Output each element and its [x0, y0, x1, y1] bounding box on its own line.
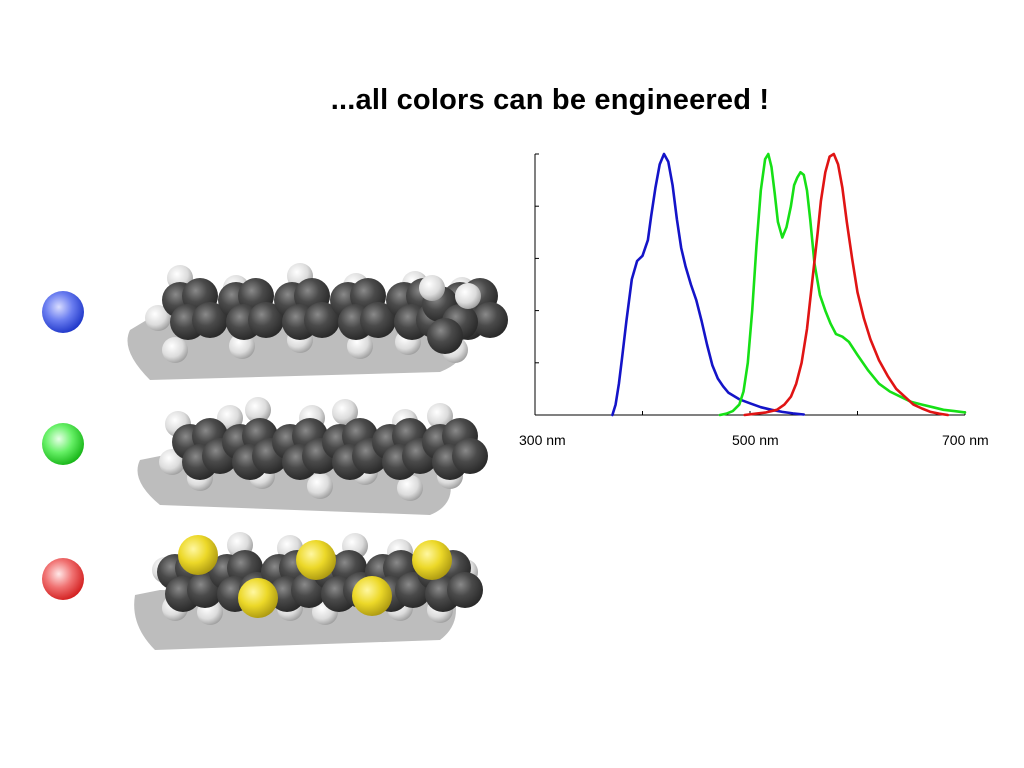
- blue-emitter-molecule: [127, 263, 508, 380]
- x-tick-label: 700 nm: [942, 432, 989, 448]
- sulfur-atom: [296, 540, 336, 580]
- series-line-0: [611, 152, 806, 417]
- blue-emission-dot: [42, 291, 84, 333]
- carbon-atom: [427, 318, 463, 354]
- series-line-1: [718, 152, 967, 417]
- hydrogen-atom: [419, 275, 445, 301]
- x-tick-labels: 300 nm 500 nm 700 nm: [519, 432, 989, 448]
- carbon-atom: [248, 302, 284, 338]
- hydrogen-atom: [162, 337, 188, 363]
- chart-axes: [534, 153, 966, 416]
- carbon-atom: [192, 302, 228, 338]
- x-tick-label: 500 nm: [732, 432, 779, 448]
- sulfur-atom: [178, 535, 218, 575]
- carbon-atom: [304, 302, 340, 338]
- molecule-panel: [42, 263, 508, 650]
- red-emitter-molecule: [134, 532, 483, 650]
- emission-spectrum-chart: 300 nm 500 nm 700 nm: [519, 152, 989, 448]
- hydrogen-atom: [229, 333, 255, 359]
- green-emitter-molecule: [137, 397, 488, 515]
- green-emission-dot: [42, 423, 84, 465]
- carbon-atom: [360, 302, 396, 338]
- carbon-atom: [472, 302, 508, 338]
- hydrogen-atom: [427, 403, 453, 429]
- carbon-atom: [447, 572, 483, 608]
- carbon-atom: [452, 438, 488, 474]
- hydrogen-atom: [145, 305, 171, 331]
- hydrogen-atom: [455, 283, 481, 309]
- red-emission-dot: [42, 558, 84, 600]
- hydrogen-atom: [332, 399, 358, 425]
- hydrogen-atom: [307, 473, 333, 499]
- chart-series: [611, 152, 967, 417]
- sulfur-atom: [352, 576, 392, 616]
- slide-title: ...all colors can be engineered !: [330, 84, 770, 116]
- series-line-2: [743, 152, 950, 417]
- sulfur-atom: [238, 578, 278, 618]
- x-tick-label: 300 nm: [519, 432, 566, 448]
- sulfur-atom: [412, 540, 452, 580]
- hydrogen-atom: [397, 475, 423, 501]
- hydrogen-atom: [245, 397, 271, 423]
